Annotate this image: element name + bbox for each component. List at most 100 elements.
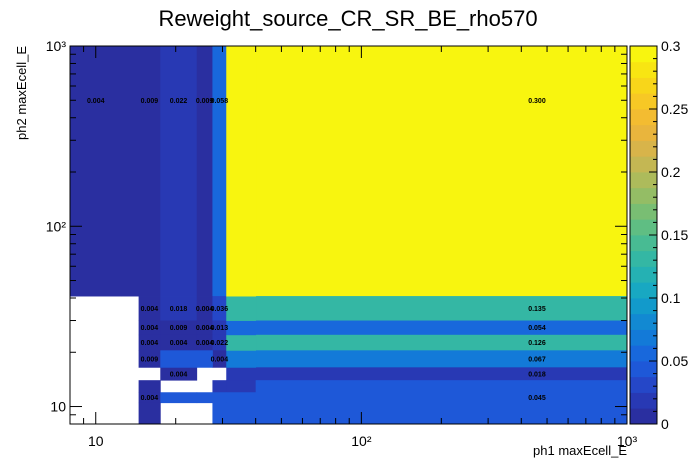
cell-value-label: 0.054 [528, 325, 546, 332]
heatmap-cell [226, 46, 257, 297]
cell-value-label: 0.009 [141, 98, 159, 105]
palette-swatch [630, 156, 657, 173]
heatmap-cell [226, 380, 257, 393]
heatmap-cell [226, 367, 257, 381]
heatmap-cell [226, 320, 257, 336]
cell-value-label: 0.022 [170, 98, 188, 105]
palette-swatch [630, 376, 657, 393]
palette-swatch [630, 93, 657, 110]
heatmap-cell [121, 46, 139, 297]
heatmap-cell [255, 296, 628, 321]
heatmap-cell [255, 334, 628, 351]
cell-value-label: 0.018 [528, 371, 546, 378]
palette-tick-label: 0 [661, 416, 669, 432]
heatmap-cell [138, 46, 161, 297]
palette-swatch [630, 46, 657, 63]
palette-swatch [630, 313, 657, 330]
heatmap-cell [255, 320, 628, 336]
heatmap-cell [196, 46, 213, 297]
heatmap-cell [70, 46, 122, 297]
x-tick-label: 10 [88, 433, 104, 449]
x-tick-label: 10³ [617, 433, 638, 449]
palette-swatch [630, 172, 657, 189]
heatmap-cell [196, 320, 213, 336]
palette-tick-label: 0.1 [661, 290, 681, 306]
chart-title: Reweight_source_CR_SR_BE_rho570 [158, 6, 537, 31]
palette-swatch [630, 187, 657, 204]
palette-swatch [630, 345, 657, 362]
cell-value-label: 0.004 [196, 306, 214, 313]
heatmap-cell [255, 46, 628, 297]
heatmap-cell [138, 350, 161, 368]
cell-value-label: 0.036 [211, 306, 229, 313]
heatmap-cell [196, 392, 213, 404]
heatmap-cell [212, 402, 227, 425]
palette-swatch [630, 361, 657, 378]
heatmap-cell [160, 46, 198, 297]
palette-swatch [630, 203, 657, 220]
heatmap-cell [226, 392, 257, 404]
palette-swatch [630, 140, 657, 157]
heatmap-cell [255, 392, 628, 404]
heatmap-cell [160, 296, 198, 321]
palette-swatch [630, 77, 657, 94]
heatmap-cell [160, 392, 198, 404]
heatmap-cell [212, 296, 227, 321]
cell-value-label: 0.004 [141, 395, 159, 402]
heatmap-cell [138, 296, 161, 321]
color-palette: 0 0.05 0.1 0.15 0.2 0.25 0.3 [629, 38, 688, 432]
cell-value-label: 0.045 [528, 395, 546, 402]
heatmap-cell [160, 320, 198, 336]
cell-value-label: 0.004 [196, 325, 214, 332]
heatmap-cell [138, 380, 161, 393]
y-tick-label: 10 [50, 399, 66, 415]
heatmap-cell [226, 350, 257, 368]
heatmap-cell [196, 350, 213, 368]
palette-tick-label: 0.3 [661, 38, 681, 54]
palette-tick-label: 0.25 [661, 101, 688, 117]
heatmap-cell [226, 402, 257, 425]
cell-value-label: 0.004 [170, 340, 188, 347]
cell-value-label: 0.004 [196, 340, 214, 347]
heatmap-cell [196, 334, 213, 351]
palette-swatch [630, 219, 657, 236]
cell-value-label: 0.004 [87, 98, 105, 105]
palette-swatch [630, 298, 657, 315]
axes: 10 10² 10³ 10 10² 10³ [46, 38, 638, 449]
heatmap-cell [212, 334, 227, 351]
heatmap-cell [212, 392, 227, 404]
cell-value-label: 0.013 [211, 325, 229, 332]
palette-swatch [630, 408, 657, 425]
cell-value-label: 0.135 [528, 306, 546, 313]
x-tick-label: 10² [351, 433, 372, 449]
heatmap-cell [255, 380, 628, 393]
palette-swatch [630, 235, 657, 252]
heatmap-cell [160, 334, 198, 351]
cell-value-label: 0.004 [170, 371, 188, 378]
cell-value-label: 0.022 [211, 340, 229, 347]
palette-swatch [630, 282, 657, 299]
palette-swatch [630, 124, 657, 141]
cell-value-label: 0.018 [170, 306, 188, 313]
cell-value-label: 0.004 [141, 306, 159, 313]
palette-tick-label: 0.2 [661, 164, 681, 180]
heatmap-cell [212, 350, 227, 368]
palette-swatch [630, 329, 657, 346]
palette-swatch [630, 392, 657, 409]
palette-swatch [630, 250, 657, 267]
cell-value-label: 0.126 [528, 340, 546, 347]
heatmap-cell [160, 350, 198, 368]
palette-swatch [630, 61, 657, 78]
heatmap-cell [138, 320, 161, 336]
palette-swatch [630, 266, 657, 283]
heatmap-cell [196, 296, 213, 321]
cell-value-label: 0.004 [141, 340, 159, 347]
y-tick-label: 10² [46, 218, 67, 234]
cell-value-label: 0.300 [528, 98, 546, 105]
palette-swatch [630, 109, 657, 126]
heatmap-cell [138, 392, 161, 404]
cell-value-label: 0.058 [211, 98, 229, 105]
heatmap-cell [255, 367, 628, 381]
